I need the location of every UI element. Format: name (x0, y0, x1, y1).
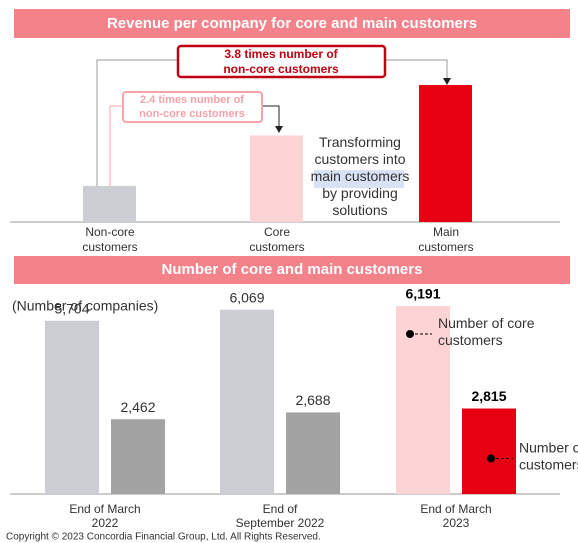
data-label: 2,815 (471, 388, 506, 404)
annotation: 2.4 times number of non-core customers (139, 94, 245, 120)
bar (220, 309, 274, 494)
banner (14, 9, 570, 38)
bar (250, 135, 303, 222)
connector (262, 105, 280, 128)
legend-label: Number of core customers (438, 315, 535, 348)
annotation-box (176, 44, 387, 79)
bar (111, 419, 165, 494)
annotation-box (122, 91, 263, 123)
legend-marker (406, 330, 414, 338)
x-tick-label: End of March 2023 (420, 502, 491, 530)
arrow (443, 78, 451, 85)
x-tick-label: Non-core customers (82, 225, 137, 254)
bar (45, 320, 99, 494)
arrow (275, 126, 283, 133)
legend-marker (487, 454, 495, 463)
connector (109, 105, 123, 186)
chart-title: Revenue per company for core and main cu… (107, 15, 477, 32)
x-tick-label: End of March 2022 (69, 502, 140, 530)
bar (419, 85, 472, 222)
highlight (314, 170, 404, 188)
footer: Copyright © 2023 Concordia Financial Gro… (6, 532, 321, 543)
x-tick-label: Main customers (418, 225, 473, 254)
annotation: 3.8 times number of non-core customers (223, 47, 339, 76)
data-label: 6,069 (229, 289, 264, 305)
bar (286, 412, 340, 494)
banner (14, 256, 570, 284)
bar (462, 408, 516, 494)
chart-title: Number of core and main customers (162, 261, 423, 278)
annotation: Transforming customers into main customers… (311, 134, 410, 218)
x-tick-label: End of September 2022 (236, 502, 325, 530)
bar (83, 185, 136, 222)
data-label: 2,462 (120, 399, 155, 415)
data-label: 6,191 (405, 286, 440, 302)
x-tick-label: Core customers (249, 225, 304, 254)
data-label: 2,688 (295, 392, 330, 408)
data-label: 5,704 (54, 300, 89, 316)
y-axis-label: (Number of companies) (12, 298, 158, 314)
bar (396, 306, 450, 494)
